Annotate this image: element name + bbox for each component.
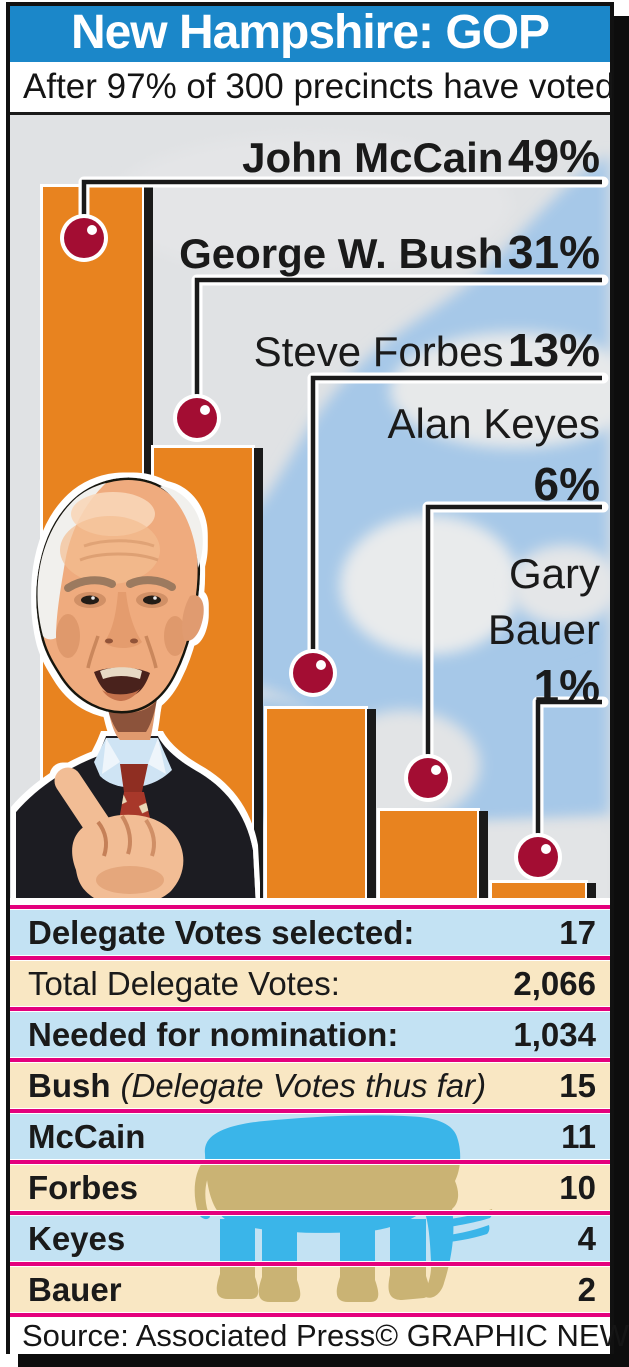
separator — [10, 1210, 610, 1216]
john-mccain-portrait — [16, 477, 256, 904]
source-credit: Source: Associated Press — [22, 1318, 376, 1353]
delegate-table: Delegate Votes selected: 17 Total Delegat… — [10, 904, 610, 1318]
table-row: Bush (Delegate Votes thus far) 15 — [10, 1063, 610, 1108]
pointing-hand — [54, 767, 184, 904]
page-title: New Hampshire: GOP — [10, 6, 610, 62]
bar-chart: John McCain 49% George W. Bush 31% Steve… — [10, 112, 610, 904]
label-bauer: Gary Bauer 1% — [487, 550, 600, 712]
graphic-news-credit: © GRAPHIC NEWS — [375, 1318, 629, 1353]
label-mccain: John McCain 49% — [242, 130, 600, 182]
footer: Source: Associated Press © GRAPHIC NEWS — [10, 1318, 629, 1354]
bar-forbes — [267, 709, 376, 898]
separator — [10, 1108, 610, 1114]
separator — [10, 1261, 610, 1267]
bar-bauer — [492, 883, 596, 898]
table-row: Bauer 2 — [10, 1267, 610, 1312]
separator — [10, 1312, 610, 1318]
separator — [10, 1006, 610, 1012]
table-row: Total Delegate Votes: 2,066 — [10, 961, 610, 1006]
separator — [10, 904, 610, 910]
table-row: Delegate Votes selected: 17 — [10, 910, 610, 955]
label-forbes: Steve Forbes 13% — [253, 324, 600, 376]
separator — [10, 955, 610, 961]
graphic-frame: New Hampshire: GOP After 97% of 300 prec… — [6, 2, 629, 1354]
table-row: Needed for nomination: 1,034 — [10, 1012, 610, 1057]
bar-keyes — [380, 811, 488, 898]
separator — [10, 1159, 610, 1165]
label-keyes: Alan Keyes 6% — [387, 400, 600, 510]
chart-subtitle: After 97% of 300 precincts have voted — [10, 62, 614, 112]
label-bush: George W. Bush 31% — [179, 226, 600, 278]
separator — [10, 1057, 610, 1063]
chart-baseline — [10, 898, 610, 904]
